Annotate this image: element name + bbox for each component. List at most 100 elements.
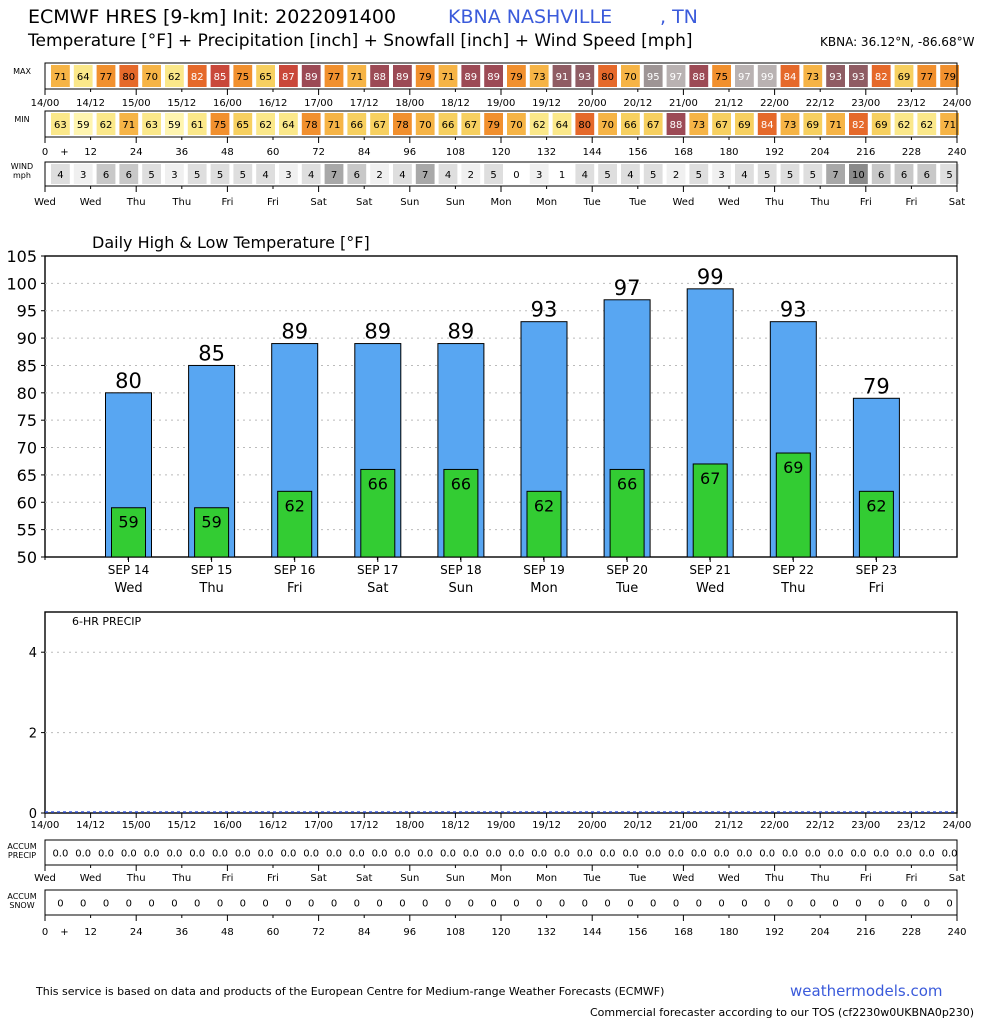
wind-label: mph [13,171,31,180]
day-label: Sat [356,873,372,884]
low-temp-bar [360,468,396,558]
max-temp-value: 77 [328,72,341,83]
min-temp-cell [529,113,549,135]
min-temp-value: 64 [556,120,569,131]
max-temp-value: 93 [578,72,591,83]
accum-snow-value: 0 [308,899,314,910]
wind-label: WIND [11,162,33,171]
hour-label: 204 [811,147,830,158]
station-name: KBNA NASHVILLE [448,6,613,28]
max-temp-value: 73 [806,72,819,83]
day-label: Fri [221,197,233,208]
low-temp-label: 67 [700,469,720,488]
hour-label: 120 [491,927,510,938]
day-label: Wed [718,873,740,884]
max-temp-value: 93 [829,72,842,83]
wind-cell [370,164,389,184]
max-temp-value: 80 [601,72,614,83]
time-label: 17/12 [350,98,379,109]
max-temp-value: 87 [282,72,295,83]
wind-cell [73,164,93,184]
wind-value: 3 [285,170,291,181]
max-temp-value: 95 [647,72,660,83]
wind-value: 4 [582,170,588,181]
max-temp-value: 62 [168,72,181,83]
hour-label: 156 [628,147,647,158]
accum-precip-value: 0.0 [508,849,524,860]
day-label: Fri [267,197,279,208]
wind-cell [780,164,800,184]
precip-x-label: 22/12 [806,820,835,831]
hour-label: 12 [84,147,97,158]
hour-label: 120 [491,147,510,158]
wind-value: 1 [559,170,565,181]
wind-cell [529,164,549,184]
high-temp-label: 89 [281,320,308,344]
accum-snow-value: 0 [148,899,154,910]
wind-cell [712,164,731,184]
hour-label: 168 [674,927,693,938]
accum-precip-value: 0.0 [394,849,410,860]
wind-value: 0 [513,170,519,181]
day-label: Wed [34,197,56,208]
max-temp-value: 89 [305,72,318,83]
max-temp-cell [780,65,800,87]
max-temp-value: 91 [556,72,569,83]
accum-precip-value: 0.0 [850,849,866,860]
wind-value: 5 [650,170,656,181]
max-temp-cell [552,65,572,87]
wind-value: 2 [468,170,474,181]
wind-cell [803,164,823,184]
min-temp-value: 82 [852,120,865,131]
min-temp-cell [165,113,184,135]
low-temp-label: 66 [617,474,637,493]
temp-date-label: SEP 19 [523,563,565,577]
accum-snow-label: SNOW [9,901,34,910]
accum-precip-value: 0.0 [622,849,638,860]
accum-snow-value: 0 [810,899,816,910]
time-label: 22/00 [760,98,789,109]
day-label: Tue [583,197,601,208]
temp-weekday-label: Thu [198,581,223,596]
accum-snow-value: 0 [559,899,565,910]
low-temp-label: 66 [368,474,388,493]
accum-snow-value: 0 [718,899,724,910]
accum-precip-value: 0.0 [189,849,205,860]
precip-x-label: 15/12 [167,820,196,831]
wind-cell [301,164,321,184]
accum-snow-frame [44,889,958,916]
day-label: Sun [446,873,465,884]
hour-label: 204 [811,927,830,938]
max-temp-value: 88 [692,72,705,83]
min-temp-value: 79 [487,120,500,131]
temp-y-tick-label: 90 [17,329,37,348]
max-temp-cell [757,65,777,87]
wind-cell [233,164,253,184]
wind-cell [393,164,412,184]
min-temp-value: 70 [601,120,614,131]
hour-label: 48 [221,927,234,938]
accum-precip-value: 0.0 [828,849,844,860]
max-temp-cell [826,65,845,87]
max-temp-cell [187,65,207,87]
min-temp-cell [210,113,230,135]
min-temp-cell [803,113,823,135]
time-label: 19/12 [532,98,561,109]
day-label: Sat [310,197,326,208]
hour-label: 192 [765,147,784,158]
low-temp-bar [443,468,479,558]
accum-snow-value: 0 [764,899,770,910]
accum-snow-value: 0 [604,899,610,910]
min-temp-value: 62 [920,120,933,131]
min-temp-value: 73 [784,120,797,131]
time-label: 21/12 [715,98,744,109]
wind-cell [849,164,868,184]
hour-label: 0 [42,147,48,158]
accum-snow-value: 0 [399,899,405,910]
footer-link[interactable]: weathermodels.com [790,982,943,1000]
min-temp-value: 71 [829,120,842,131]
min-temp-value: 59 [77,120,90,131]
wind-cell [552,164,572,184]
hour-label: 72 [312,927,325,938]
temp-y-tick-label: 100 [6,274,37,293]
